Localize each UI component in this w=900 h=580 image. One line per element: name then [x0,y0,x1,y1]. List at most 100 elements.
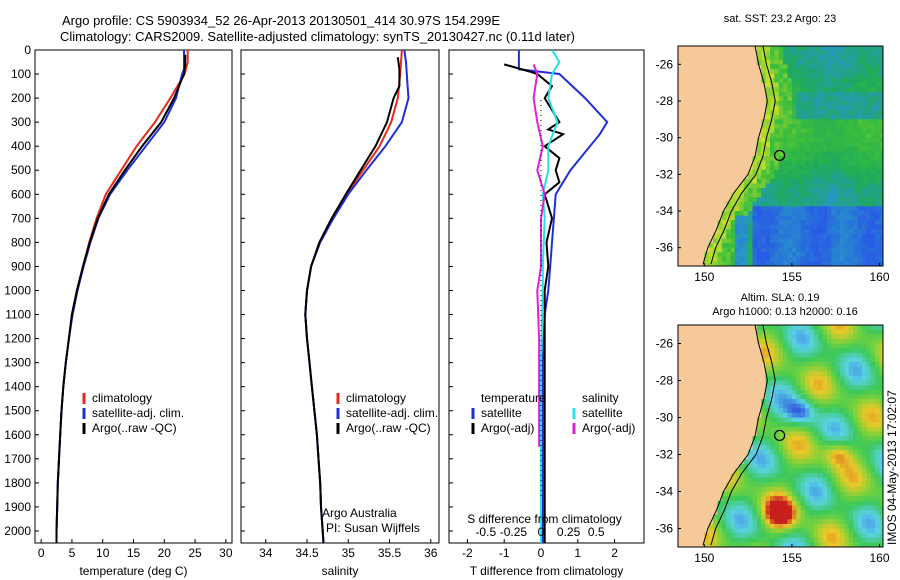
field-cell [805,87,810,93]
field-cell [857,123,863,130]
field-cell [770,468,775,474]
field-cell [778,82,784,88]
field-cell [721,220,727,226]
field-cell [835,114,841,120]
field-cell [809,215,815,221]
field-cell [800,477,806,483]
field-cell [765,403,771,409]
field-cell [870,519,876,525]
field-cell [875,128,881,134]
field-cell [844,473,850,479]
field-cell [791,505,797,511]
field-cell [835,91,841,97]
field-cell [840,211,846,217]
field-cell [774,329,780,335]
field-cell [870,73,876,79]
field-cell [818,233,824,240]
field-cell [791,96,797,102]
field-cell [844,229,850,235]
field-cell [783,440,789,446]
field-cell [848,417,854,423]
field-cell [866,243,872,249]
field-cell [813,412,819,419]
field-cell [774,151,780,157]
field-cell [831,436,837,442]
field-cell [848,449,854,456]
field-cell [875,385,881,391]
field-cell [791,412,797,419]
field-cell [813,151,819,157]
field-cell [787,338,793,345]
field-cell [848,178,854,185]
field-cell [879,380,883,386]
field-cell [826,449,832,456]
field-cell [783,224,789,230]
field-cell [866,192,872,198]
field-cell [826,156,832,162]
field-cell [791,174,797,180]
field-cell [800,436,806,442]
field-cell [770,486,775,493]
field-cell [853,169,859,175]
field-cell [778,233,784,240]
field-cell [835,468,841,474]
field-cell [778,50,784,56]
field-cell [813,247,819,253]
field-cell [879,375,883,382]
field-cell [813,91,819,97]
field-cell [734,192,740,198]
field-cell [879,459,883,465]
field-cell [813,160,819,166]
field-cell [875,146,881,152]
field-cell [844,91,850,97]
field-cell [813,454,819,460]
field-cell [818,468,824,474]
field-cell [879,338,883,345]
field-cell [848,403,854,409]
field-cell [739,482,745,488]
field-cell [765,334,771,340]
field-cell [809,68,815,75]
field-cell [761,59,767,65]
field-cell [826,220,832,226]
field-cell [818,537,824,543]
field-cell [862,133,867,139]
field-cell [875,215,881,221]
field-cell [813,233,819,240]
field-cell [853,523,859,530]
field-cell [805,110,810,116]
field-cell [778,486,784,493]
field-cell [840,243,846,249]
field-cell [818,408,824,414]
field-cell [734,500,740,506]
field-cell [730,542,736,547]
field-cell [831,165,837,171]
field-cell [857,422,863,428]
field-cell [853,224,859,230]
field-cell [756,417,762,423]
field-cell [870,371,876,377]
field-cell [787,491,793,497]
field-cell [822,505,828,511]
field-cell [800,523,806,530]
field-cell [800,325,806,331]
field-cell [774,500,780,506]
field-cell [875,463,881,469]
field-cell [822,399,828,405]
field-cell [879,352,883,358]
field-cell [791,78,797,84]
field-cell [840,412,846,419]
field-cell [853,486,859,493]
field-cell [862,256,867,262]
field-cell [831,82,837,88]
field-cell [756,160,762,166]
field-cell [848,261,854,266]
field-cell [818,505,824,511]
field-cell [831,87,837,93]
field-cell [713,238,718,244]
field-cell [730,215,736,221]
field-cell [840,110,846,116]
field-cell [853,463,859,469]
field-cell [840,496,846,502]
field-cell [756,247,762,253]
